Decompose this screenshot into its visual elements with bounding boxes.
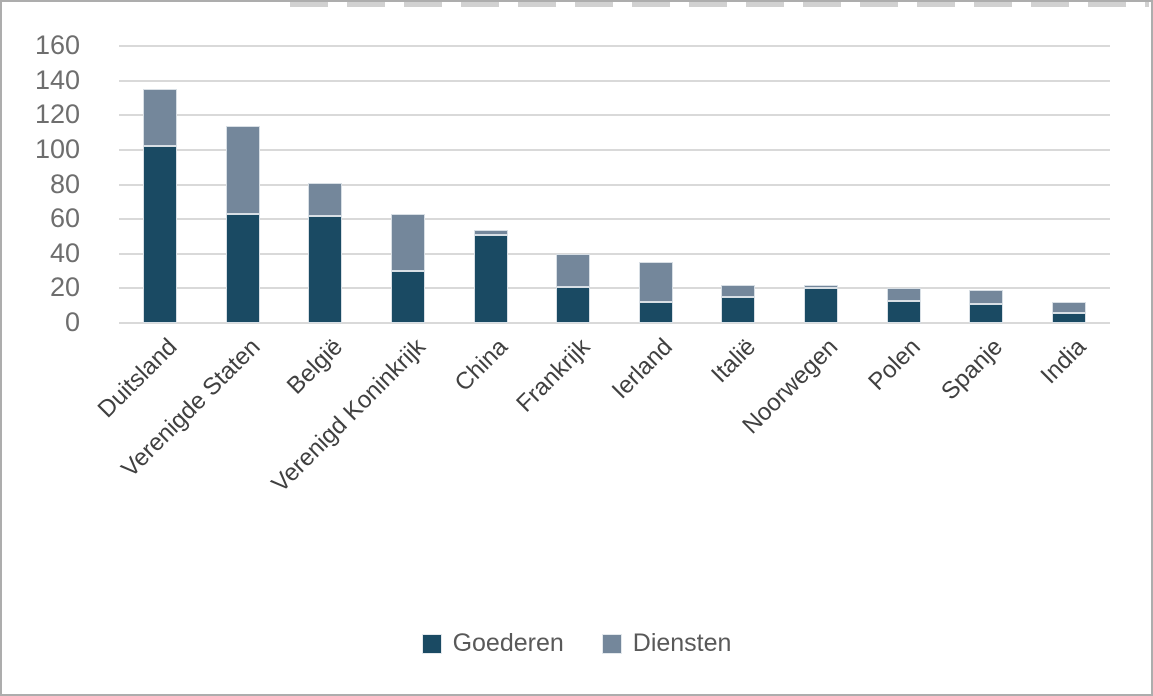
bar-segment-diensten-12 (1051, 302, 1086, 313)
bar-segment-diensten-1 (143, 89, 178, 147)
bar-segment-diensten-6 (556, 253, 591, 287)
legend-item-diensten: Diensten (601, 629, 732, 658)
plot-area (119, 45, 1110, 324)
y-axis-tick-160: 160 (34, 29, 80, 60)
bar-segment-diensten-8 (721, 284, 756, 298)
bar-segment-goederen-10 (886, 300, 921, 323)
bar-segment-diensten-3 (308, 182, 343, 216)
bar-segment-diensten-7 (638, 262, 673, 303)
bar-segment-goederen-5 (473, 234, 508, 323)
y-axis-tick-140: 140 (34, 64, 80, 95)
x-axis-label-11: Spanje (936, 333, 1009, 406)
gridline-80 (119, 183, 1110, 186)
gridline-40 (119, 252, 1110, 255)
y-axis-tick-40: 40 (49, 237, 80, 268)
gridline-0 (119, 322, 1110, 324)
bar-segment-goederen-9 (803, 288, 838, 323)
bar-segment-diensten-4 (391, 213, 426, 272)
x-axis-label-4: Verenigd Koninkrijk (266, 333, 431, 498)
y-axis-tick-120: 120 (34, 99, 80, 130)
bar-segment-diensten-2 (225, 125, 260, 214)
x-axis-label-10: Polen (863, 333, 926, 396)
bar-segment-goederen-8 (721, 297, 756, 323)
gridline-100 (119, 148, 1110, 151)
y-axis-tick-100: 100 (34, 133, 80, 164)
diensten-swatch-icon (601, 633, 622, 654)
legend-label-goederen: Goederen (452, 629, 564, 657)
bar-segment-diensten-5 (473, 229, 508, 235)
y-axis-tick-80: 80 (49, 168, 80, 199)
y-axis-tick-0: 0 (64, 306, 80, 337)
bar-segment-goederen-1 (143, 146, 178, 323)
gridline-60 (119, 218, 1110, 221)
legend-item-goederen: Goederen (421, 629, 564, 658)
gridline-140 (119, 79, 1110, 82)
bar-segment-goederen-12 (1051, 312, 1086, 323)
x-axis-label-8: Italië (705, 333, 761, 389)
bar-segment-goederen-7 (638, 302, 673, 323)
x-axis-label-12: India (1035, 333, 1092, 390)
x-axis-label-6: Frankrijk (511, 333, 596, 418)
x-axis-label-5: China (449, 333, 514, 397)
x-axis-label-7: Ierland (607, 333, 679, 405)
gridline-20 (119, 287, 1110, 290)
bar-segment-goederen-11 (969, 303, 1004, 323)
legend-label-diensten: Diensten (632, 629, 732, 657)
bar-segment-goederen-6 (556, 286, 591, 323)
bar-segment-goederen-2 (225, 213, 260, 323)
top-edge-artifact (290, 2, 1149, 7)
x-axis-label-3: België (281, 333, 348, 400)
y-axis-tick-60: 60 (49, 203, 80, 234)
goederen-swatch-icon (421, 633, 442, 654)
bar-segment-diensten-10 (886, 288, 921, 301)
bar-segment-diensten-9 (803, 284, 838, 289)
bar-segment-diensten-11 (969, 290, 1004, 304)
bar-segment-goederen-4 (391, 271, 426, 323)
gridline-160 (119, 45, 1110, 47)
gridline-120 (119, 114, 1110, 117)
y-axis-tick-20: 20 (49, 272, 80, 303)
chart-legend: Goederen Diensten (2, 629, 1151, 658)
bar-segment-goederen-3 (308, 215, 343, 323)
